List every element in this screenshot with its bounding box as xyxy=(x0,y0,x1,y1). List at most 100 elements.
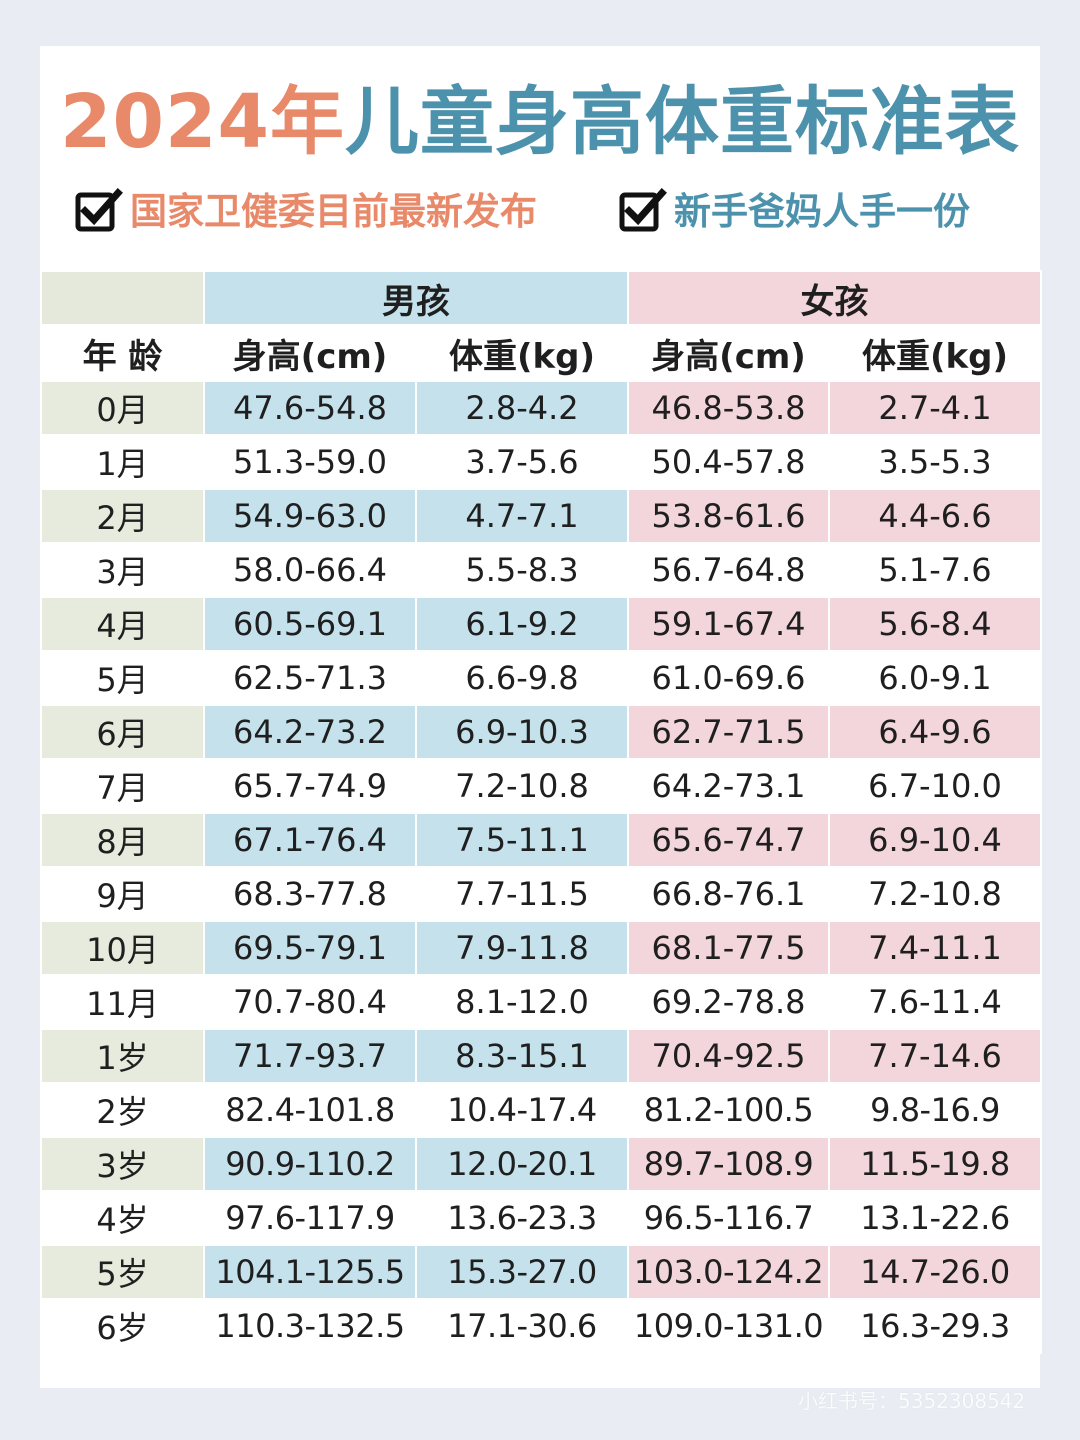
corner-cell xyxy=(40,270,205,326)
cell-boy-weight: 8.1-12.0 xyxy=(415,974,629,1030)
cell-boy-weight: 7.9-11.8 xyxy=(415,920,629,976)
cell-girl-height: 68.1-77.5 xyxy=(627,920,830,976)
cell-boy-height: 65.7-74.9 xyxy=(203,758,417,814)
cell-girl-weight: 5.6-8.4 xyxy=(828,596,1042,652)
subtitle-left: 国家卫健委目前最新发布 xyxy=(74,184,537,240)
cell-girl-weight: 7.6-11.4 xyxy=(828,974,1042,1030)
table-row: 4岁 97.6-117.9 13.6-23.3 96.5-116.7 13.1-… xyxy=(40,1190,1042,1246)
table-row: 5岁 104.1-125.5 15.3-27.0 103.0-124.2 14.… xyxy=(40,1244,1042,1300)
cell-girl-weight: 6.0-9.1 xyxy=(828,650,1042,706)
cell-boy-weight: 2.8-4.2 xyxy=(415,380,629,436)
cell-boy-weight: 6.9-10.3 xyxy=(415,704,629,760)
cell-boy-height: 62.5-71.3 xyxy=(203,650,417,706)
cell-age: 5月 xyxy=(40,650,205,706)
cell-girl-weight: 9.8-16.9 xyxy=(828,1082,1042,1138)
cell-girl-weight: 6.4-9.6 xyxy=(828,704,1042,760)
cell-boy-weight: 8.3-15.1 xyxy=(415,1028,629,1084)
title-year: 2024年 xyxy=(60,79,345,165)
cell-girl-weight: 16.3-29.3 xyxy=(828,1298,1042,1354)
cell-girl-height: 56.7-64.8 xyxy=(627,542,830,598)
subtitle-bar: 国家卫健委目前最新发布 新手爸妈人手一份 xyxy=(40,184,1040,240)
header-boy-height: 身高(cm) xyxy=(203,324,417,382)
checkbox-icon xyxy=(619,188,667,232)
cell-boy-height: 68.3-77.8 xyxy=(203,866,417,922)
cell-age: 2岁 xyxy=(40,1082,205,1138)
cell-age: 7月 xyxy=(40,758,205,814)
cell-girl-weight: 5.1-7.6 xyxy=(828,542,1042,598)
cell-girl-weight: 6.9-10.4 xyxy=(828,812,1042,868)
cell-girl-height: 69.2-78.8 xyxy=(627,974,830,1030)
cell-age: 4月 xyxy=(40,596,205,652)
cell-boy-height: 67.1-76.4 xyxy=(203,812,417,868)
cell-girl-weight: 7.7-14.6 xyxy=(828,1028,1042,1084)
cell-girl-height: 46.8-53.8 xyxy=(627,380,830,436)
cell-girl-height: 65.6-74.7 xyxy=(627,812,830,868)
cell-girl-weight: 13.1-22.6 xyxy=(828,1190,1042,1246)
header-girl-weight: 体重(kg) xyxy=(828,324,1042,382)
header-age: 年 龄 xyxy=(40,324,205,382)
table-row: 1岁 71.7-93.7 8.3-15.1 70.4-92.5 7.7-14.6 xyxy=(40,1028,1042,1084)
cell-age: 1岁 xyxy=(40,1028,205,1084)
cell-boy-weight: 13.6-23.3 xyxy=(415,1190,629,1246)
table-row: 2月 54.9-63.0 4.7-7.1 53.8-61.6 4.4-6.6 xyxy=(40,488,1042,544)
cell-boy-weight: 5.5-8.3 xyxy=(415,542,629,598)
cell-girl-weight: 4.4-6.6 xyxy=(828,488,1042,544)
subtitle-right-text: 新手爸妈人手一份 xyxy=(674,190,970,233)
cell-age: 6岁 xyxy=(40,1298,205,1354)
cell-boy-weight: 7.7-11.5 xyxy=(415,866,629,922)
cell-girl-height: 64.2-73.1 xyxy=(627,758,830,814)
cell-age: 5岁 xyxy=(40,1244,205,1300)
table-row: 5月 62.5-71.3 6.6-9.8 61.0-69.6 6.0-9.1 xyxy=(40,650,1042,706)
cell-age: 6月 xyxy=(40,704,205,760)
subtitle-left-text: 国家卫健委目前最新发布 xyxy=(130,190,537,233)
cell-age: 2月 xyxy=(40,488,205,544)
cell-girl-weight: 14.7-26.0 xyxy=(828,1244,1042,1300)
cell-boy-height: 64.2-73.2 xyxy=(203,704,417,760)
cell-boy-height: 82.4-101.8 xyxy=(203,1082,417,1138)
table-row: 9月 68.3-77.8 7.7-11.5 66.8-76.1 7.2-10.8 xyxy=(40,866,1042,922)
cell-boy-height: 97.6-117.9 xyxy=(203,1190,417,1246)
cell-girl-weight: 6.7-10.0 xyxy=(828,758,1042,814)
cell-age: 11月 xyxy=(40,974,205,1030)
cell-boy-weight: 7.2-10.8 xyxy=(415,758,629,814)
cell-boy-weight: 4.7-7.1 xyxy=(415,488,629,544)
cell-girl-height: 59.1-67.4 xyxy=(627,596,830,652)
cell-boy-height: 70.7-80.4 xyxy=(203,974,417,1030)
table-row: 0月 47.6-54.8 2.8-4.2 46.8-53.8 2.7-4.1 xyxy=(40,380,1042,436)
table-row: 2岁 82.4-101.8 10.4-17.4 81.2-100.5 9.8-1… xyxy=(40,1082,1042,1138)
table-row: 4月 60.5-69.1 6.1-9.2 59.1-67.4 5.6-8.4 xyxy=(40,596,1042,652)
cell-girl-weight: 11.5-19.8 xyxy=(828,1136,1042,1192)
cell-boy-height: 90.9-110.2 xyxy=(203,1136,417,1192)
cell-girl-height: 53.8-61.6 xyxy=(627,488,830,544)
table-body: 0月 47.6-54.8 2.8-4.2 46.8-53.8 2.7-4.1 1… xyxy=(40,380,1042,1354)
cell-age: 3岁 xyxy=(40,1136,205,1192)
table-row: 10月 69.5-79.1 7.9-11.8 68.1-77.5 7.4-11.… xyxy=(40,920,1042,976)
cell-boy-weight: 12.0-20.1 xyxy=(415,1136,629,1192)
group-header-row: 男孩 女孩 xyxy=(40,270,1042,326)
cell-girl-height: 81.2-100.5 xyxy=(627,1082,830,1138)
cell-boy-height: 47.6-54.8 xyxy=(203,380,417,436)
cell-girl-weight: 3.5-5.3 xyxy=(828,434,1042,490)
cell-boy-weight: 10.4-17.4 xyxy=(415,1082,629,1138)
cell-boy-weight: 6.6-9.8 xyxy=(415,650,629,706)
column-header-row: 年 龄 身高(cm) 体重(kg) 身高(cm) 体重(kg) xyxy=(40,324,1042,382)
chart-card: 2024年儿童身高体重标准表 国家卫健委目前最新发布 新手爸妈人手一份 xyxy=(40,46,1042,1388)
table-row: 3岁 90.9-110.2 12.0-20.1 89.7-108.9 11.5-… xyxy=(40,1136,1042,1192)
table-row: 1月 51.3-59.0 3.7-5.6 50.4-57.8 3.5-5.3 xyxy=(40,434,1042,490)
cell-girl-height: 109.0-131.0 xyxy=(627,1298,830,1354)
header-boy-weight: 体重(kg) xyxy=(415,324,629,382)
cell-girl-height: 70.4-92.5 xyxy=(627,1028,830,1084)
cell-boy-height: 60.5-69.1 xyxy=(203,596,417,652)
cell-girl-weight: 7.2-10.8 xyxy=(828,866,1042,922)
cell-boy-height: 69.5-79.1 xyxy=(203,920,417,976)
group-header-girl: 女孩 xyxy=(627,270,1042,326)
cell-age: 10月 xyxy=(40,920,205,976)
checkbox-icon xyxy=(75,188,123,232)
page-title: 2024年儿童身高体重标准表 xyxy=(40,72,1040,172)
cell-boy-height: 110.3-132.5 xyxy=(203,1298,417,1354)
growth-standard-table: 男孩 女孩 年 龄 身高(cm) 体重(kg) 身高(cm) 体重(kg) 0月… xyxy=(40,270,1042,1354)
cell-girl-height: 103.0-124.2 xyxy=(627,1244,830,1300)
table-row: 6月 64.2-73.2 6.9-10.3 62.7-71.5 6.4-9.6 xyxy=(40,704,1042,760)
group-header-boy: 男孩 xyxy=(203,270,629,326)
cell-girl-weight: 7.4-11.1 xyxy=(828,920,1042,976)
